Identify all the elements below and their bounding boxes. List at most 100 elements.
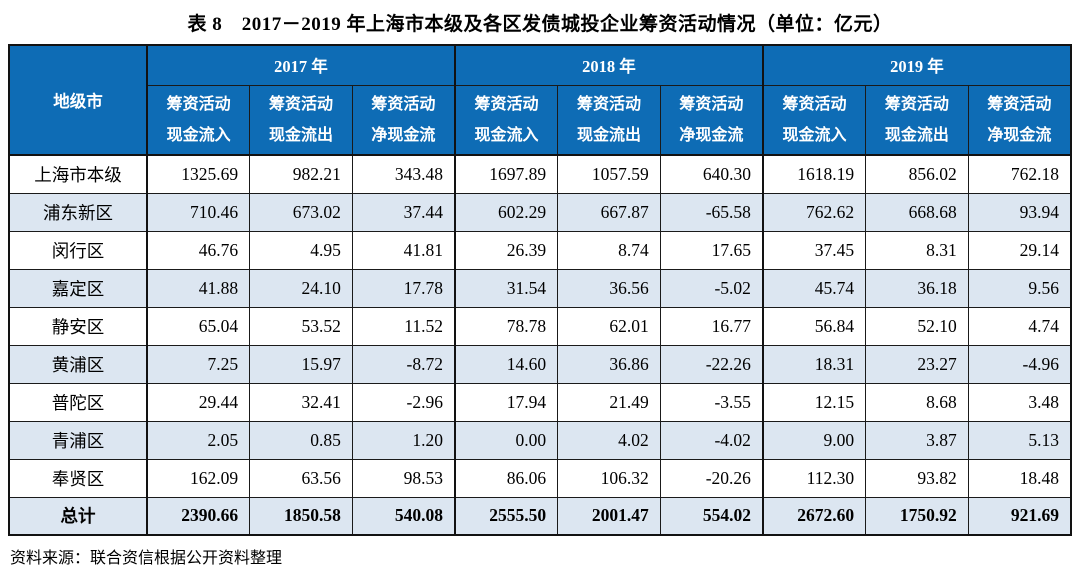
col-header-2019-cash-outflow: 筹资活动 现金流出 [865, 84, 969, 156]
sub-header-line: 现金流出 [884, 126, 949, 144]
table-row: 浦东新区 710.46 673.02 37.44 602.29 667.87 -65.58 7… [8, 192, 1072, 232]
value-cell: 7.25 [146, 344, 251, 384]
table-header: 地级市 2017 年 2018 年 2019 年 筹资活动 现金流入 筹资活动 现金… [8, 44, 1072, 156]
region-cell: 奉贤区 [8, 458, 148, 498]
value-cell: 1057.59 [557, 154, 661, 194]
region-cell: 普陀区 [8, 382, 148, 422]
region-cell: 黄浦区 [8, 344, 148, 384]
table-row: 奉贤区 162.09 63.56 98.53 86.06 106.32 -20.26 112.… [8, 458, 1072, 498]
value-cell: 640.30 [659, 154, 764, 194]
value-cell: 29.44 [146, 382, 251, 422]
value-cell: 86.06 [453, 458, 559, 498]
value-cell: 673.02 [249, 192, 353, 232]
table-row: 静安区 65.04 53.52 11.52 78.78 62.01 16.77 56.84 52… [8, 306, 1072, 346]
value-cell: 18.31 [761, 344, 867, 384]
value-cell: 36.18 [865, 268, 969, 308]
col-header-year-2019: 2019 年 [761, 44, 1072, 86]
value-cell: 36.86 [557, 344, 661, 384]
value-cell: 8.74 [557, 230, 661, 270]
value-cell: 17.65 [659, 230, 764, 270]
table-row: 嘉定区 41.88 24.10 17.78 31.54 36.56 -5.02 45.74 36… [8, 268, 1072, 308]
source-note: 资料来源：联合资信根据公开资料整理 [10, 550, 283, 567]
col-header-region: 地级市 [8, 44, 148, 156]
table-row: 普陀区 29.44 32.41 -2.96 17.94 21.49 -3.55 12.15 8.… [8, 382, 1072, 422]
value-cell: 65.04 [146, 306, 251, 346]
value-cell: 21.49 [557, 382, 661, 422]
value-cell: 63.56 [249, 458, 353, 498]
value-cell: 4.95 [249, 230, 353, 270]
value-cell: -4.96 [967, 344, 1072, 384]
col-header-2018-cash-inflow: 筹资活动 现金流入 [453, 84, 559, 156]
value-cell: 26.39 [453, 230, 559, 270]
sub-header-line: 现金流入 [474, 126, 539, 144]
value-cell: 0.00 [453, 420, 559, 460]
value-cell: 8.31 [865, 230, 969, 270]
value-cell: 1697.89 [453, 154, 559, 194]
col-header-year-2018: 2018 年 [453, 44, 764, 86]
sub-header-line: 筹资活动 [371, 95, 436, 113]
table-title: 表 8 2017－2019 年上海市本级及各区发债城投企业筹资活动情况（单位：亿… [187, 14, 893, 35]
sub-header-line: 现金流出 [576, 126, 641, 144]
value-cell: 52.10 [865, 306, 969, 346]
value-cell: 15.97 [249, 344, 353, 384]
table-row: 上海市本级 1325.69 982.21 343.48 1697.89 1057.59 64… [8, 154, 1072, 194]
table-row: 闵行区 46.76 4.95 41.81 26.39 8.74 17.65 37.45 8.31… [8, 230, 1072, 270]
sub-header-row: 筹资活动 现金流入 筹资活动 现金流出 筹资活动 净现金流 筹资活动 现金流入 筹资活动… [9, 84, 1072, 156]
value-cell: 41.88 [146, 268, 251, 308]
value-cell: 2.05 [146, 420, 251, 460]
value-cell: 3.87 [865, 420, 969, 460]
value-cell: 1850.58 [249, 496, 353, 536]
total-row: 总计 2390.66 1850.58 540.08 2555.50 2001.47 554.… [8, 496, 1072, 536]
value-cell: 14.60 [453, 344, 559, 384]
value-cell: -8.72 [351, 344, 456, 384]
value-cell: 540.08 [351, 496, 456, 536]
sub-header-line: 筹资活动 [679, 95, 744, 113]
value-cell: 45.74 [761, 268, 867, 308]
sub-header-line: 筹资活动 [166, 95, 231, 113]
region-cell: 上海市本级 [8, 154, 148, 194]
value-cell: 24.10 [249, 268, 353, 308]
value-cell: 16.77 [659, 306, 764, 346]
value-cell: 56.84 [761, 306, 867, 346]
value-cell: 710.46 [146, 192, 251, 232]
table-row: 黄浦区 7.25 15.97 -8.72 14.60 36.86 -22.26 18.31 23… [8, 344, 1072, 384]
value-cell: 18.48 [967, 458, 1072, 498]
region-cell: 青浦区 [8, 420, 148, 460]
value-cell: 162.09 [146, 458, 251, 498]
region-cell: 嘉定区 [8, 268, 148, 308]
value-cell: 5.13 [967, 420, 1072, 460]
col-header-2018-cash-outflow: 筹资活动 现金流出 [557, 84, 661, 156]
value-cell: 602.29 [453, 192, 559, 232]
sub-header-line: 筹资活动 [268, 95, 333, 113]
region-cell: 浦东新区 [8, 192, 148, 232]
value-cell: 1618.19 [761, 154, 867, 194]
value-cell: 4.02 [557, 420, 661, 460]
value-cell: 982.21 [249, 154, 353, 194]
value-cell: -22.26 [659, 344, 764, 384]
value-cell: 856.02 [865, 154, 969, 194]
value-cell: 667.87 [557, 192, 661, 232]
value-cell: 921.69 [967, 496, 1072, 536]
region-cell: 闵行区 [8, 230, 148, 270]
value-cell: 98.53 [351, 458, 456, 498]
financing-activity-table: 地级市 2017 年 2018 年 2019 年 筹资活动 现金流入 筹资活动 现金… [8, 44, 1072, 536]
value-cell: 0.85 [249, 420, 353, 460]
value-cell: 2390.66 [146, 496, 251, 536]
value-cell: 106.32 [557, 458, 661, 498]
value-cell: 554.02 [659, 496, 764, 536]
value-cell: 762.18 [967, 154, 1072, 194]
value-cell: 3.48 [967, 382, 1072, 422]
table-body: 上海市本级 1325.69 982.21 343.48 1697.89 1057.59 64… [8, 154, 1072, 536]
value-cell: -20.26 [659, 458, 764, 498]
value-cell: 53.52 [249, 306, 353, 346]
value-cell: 668.68 [865, 192, 969, 232]
value-cell: 32.41 [249, 382, 353, 422]
value-cell: 2001.47 [557, 496, 661, 536]
value-cell: 93.94 [967, 192, 1072, 232]
value-cell: 8.68 [865, 382, 969, 422]
value-cell: 12.15 [761, 382, 867, 422]
value-cell: 112.30 [761, 458, 867, 498]
sub-header-line: 净现金流 [987, 126, 1052, 144]
value-cell: 36.56 [557, 268, 661, 308]
sub-header-line: 筹资活动 [576, 95, 641, 113]
